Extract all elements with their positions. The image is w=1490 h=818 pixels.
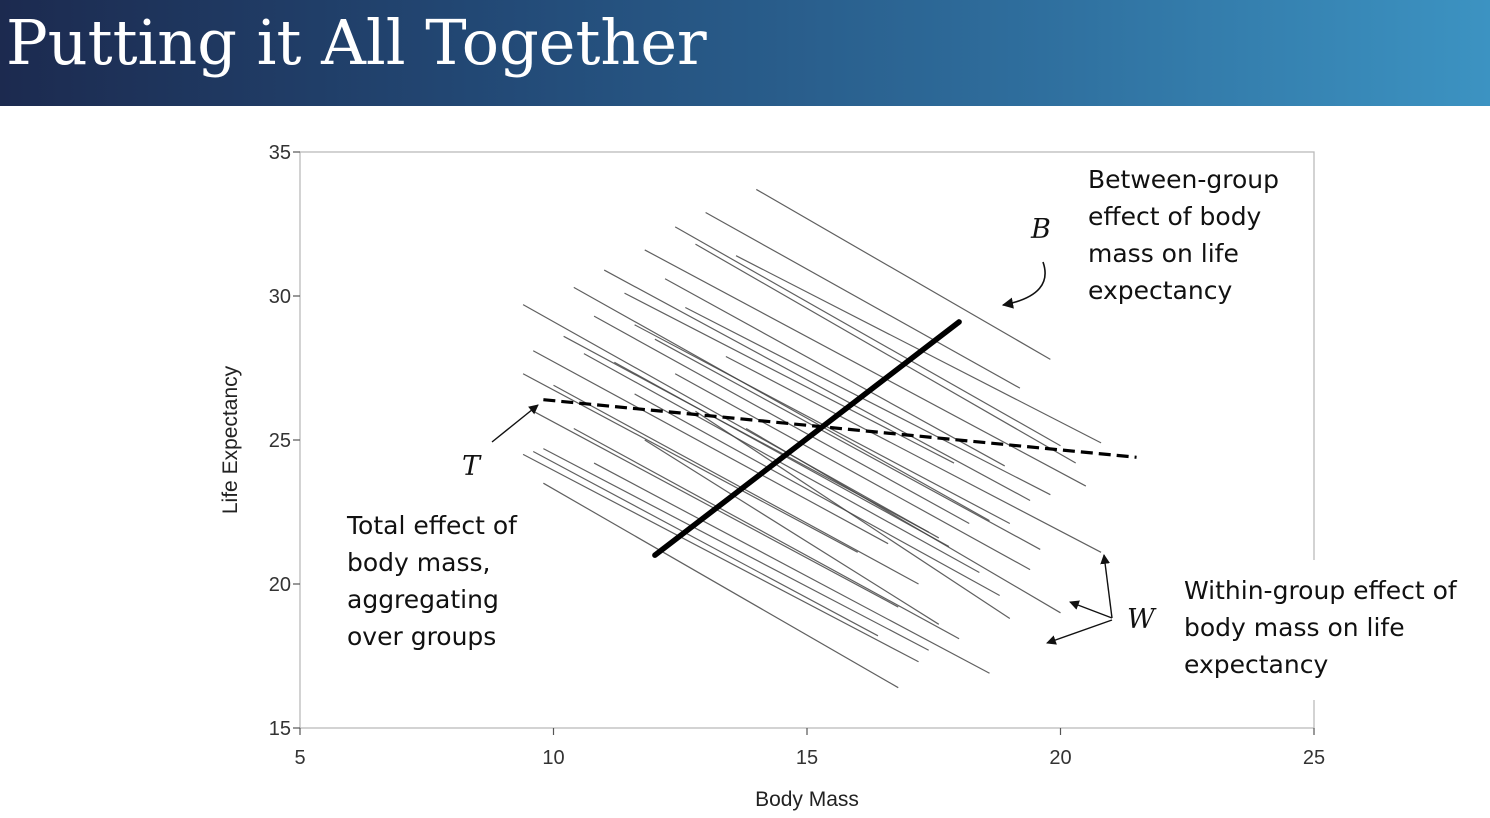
within-group-line — [634, 393, 1000, 597]
total-text-line: aggregating — [347, 585, 499, 614]
within-group-line — [593, 315, 970, 525]
within-label-backdrop — [1162, 560, 1482, 700]
y-axis-title: Life Expectancy — [219, 365, 242, 514]
within-group-line — [573, 286, 990, 522]
within-group-line — [755, 188, 1051, 360]
between-group-line — [652, 319, 962, 558]
within-group-line — [695, 243, 1077, 464]
within-group-line — [532, 450, 879, 637]
within-description: Within-group effect of body mass on life… — [1184, 576, 1465, 679]
y-tick-label: 30 — [269, 286, 291, 308]
x-tick-label: 5 — [294, 747, 305, 769]
within-group-line — [725, 355, 1102, 553]
within-text-line: Within-group effect of — [1184, 576, 1458, 605]
within-group-line — [654, 338, 1041, 550]
between-letter: B — [1030, 214, 1051, 245]
between-text-line: expectancy — [1088, 276, 1232, 305]
x-tick-label: 10 — [542, 747, 564, 769]
x-tick-label: 25 — [1303, 747, 1325, 769]
within-group-line — [593, 462, 990, 674]
within-text-line: body mass on life — [1184, 613, 1405, 642]
within-group-line — [644, 439, 940, 625]
within-group-line — [583, 353, 980, 574]
within-letter: W — [1127, 604, 1157, 635]
total-text-line: over groups — [347, 622, 496, 651]
total-effect-line — [543, 398, 1137, 459]
y-tick-label: 15 — [269, 718, 291, 740]
y-tick-label: 20 — [269, 574, 291, 596]
within-group-line — [553, 384, 919, 585]
total-text-line: Total effect of — [346, 511, 518, 540]
within-group-line — [532, 350, 889, 545]
between-text-line: Between-group — [1088, 165, 1279, 194]
within-group-line — [603, 269, 1031, 502]
within-group-line — [674, 226, 1061, 447]
within-arrow — [1100, 554, 1113, 619]
y-axis: 15 20 25 30 35 — [269, 142, 300, 740]
total-text-line: body mass, — [347, 548, 490, 577]
within-group-line — [664, 278, 1006, 467]
within-arrow — [1046, 619, 1113, 645]
between-arrow — [1001, 261, 1046, 309]
between-description: Between-group effect of body mass on lif… — [1088, 165, 1287, 305]
within-group-line — [674, 373, 1031, 571]
within-group-line — [695, 410, 1011, 620]
slide-title: Putting it All Together — [6, 6, 707, 79]
within-group-line — [522, 453, 919, 663]
within-group-line — [543, 482, 899, 689]
within-group-line — [614, 361, 950, 548]
x-tick-label: 20 — [1049, 747, 1071, 769]
within-group-line — [522, 373, 858, 553]
within-group-line — [685, 306, 1051, 496]
x-tick-label: 15 — [796, 747, 818, 769]
within-arrow — [1069, 600, 1113, 619]
between-text-line: mass on life — [1088, 239, 1239, 268]
total-arrow — [491, 404, 539, 443]
within-group-line — [522, 304, 940, 539]
within-group-line — [735, 255, 1102, 444]
within-group-line — [543, 448, 929, 651]
y-tick-label: 35 — [269, 142, 291, 164]
x-axis: 5 10 15 20 25 — [294, 728, 1325, 769]
within-group-line — [705, 211, 1021, 389]
title-banner: Putting it All Together — [0, 0, 1490, 106]
within-group-line — [573, 427, 960, 640]
y-tick-label: 25 — [269, 430, 291, 452]
within-group-lines — [522, 188, 1102, 689]
within-text-line: expectancy — [1184, 650, 1328, 679]
within-group-line — [745, 427, 1061, 614]
total-letter: T — [462, 451, 482, 482]
total-description: Total effect of body mass, aggregating o… — [346, 511, 525, 651]
within-group-line — [624, 292, 955, 464]
between-text-line: effect of body — [1088, 202, 1262, 231]
x-axis-title: Body Mass — [755, 788, 859, 811]
